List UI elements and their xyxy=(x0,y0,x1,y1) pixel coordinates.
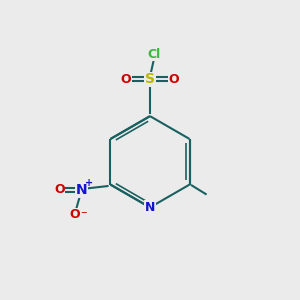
Text: N: N xyxy=(76,183,87,197)
Text: O: O xyxy=(70,208,80,221)
Text: +: + xyxy=(85,178,93,188)
Text: ⁻: ⁻ xyxy=(80,209,87,222)
Text: O: O xyxy=(121,73,131,86)
Text: O: O xyxy=(54,183,65,196)
Text: S: S xyxy=(145,72,155,86)
Text: Cl: Cl xyxy=(148,48,161,61)
Text: O: O xyxy=(169,73,179,86)
Text: N: N xyxy=(145,201,155,214)
